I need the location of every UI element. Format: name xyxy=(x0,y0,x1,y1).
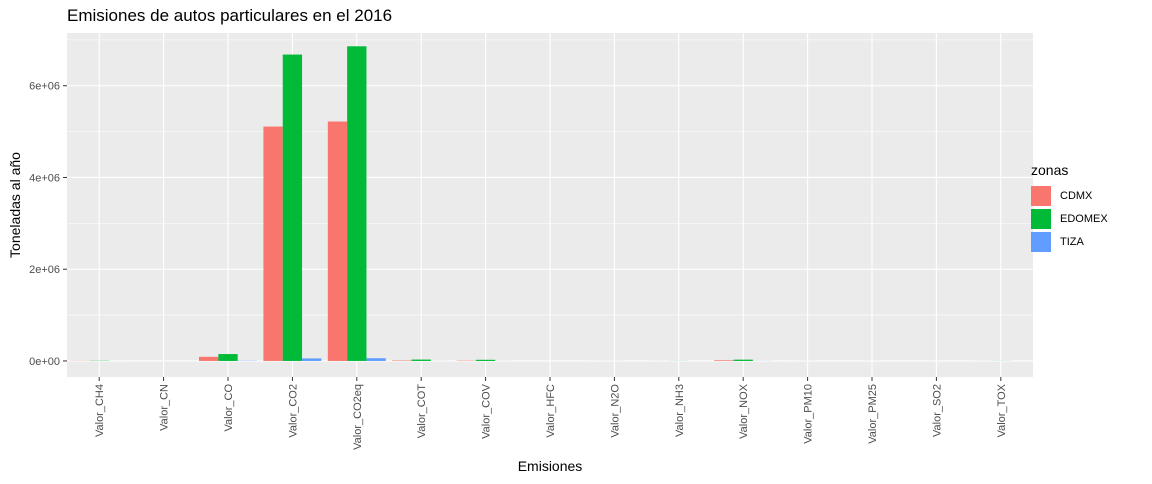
x-tick-label: Valor_NH3 xyxy=(674,384,686,437)
bar-edomex-valor-cov xyxy=(475,359,496,361)
legend-label-tiza: TIZA xyxy=(1060,235,1084,248)
x-tick-label: Valor_COT xyxy=(416,384,428,438)
bar-tiza-valor-co2eq xyxy=(366,358,386,361)
x-tick-label: Valor_CO2eq xyxy=(352,384,364,450)
x-tick-label: Valor_NOX xyxy=(738,383,750,438)
x-axis-label: Emisiones xyxy=(517,458,583,474)
chart-title: Emisiones de autos particulares en el 20… xyxy=(67,6,393,25)
bar-tiza-valor-co2 xyxy=(302,358,322,361)
bar-cdmx-valor-co2eq xyxy=(327,121,348,361)
legend-item-edomex: EDOMEX xyxy=(1031,207,1108,230)
legend-key-edomex xyxy=(1031,208,1051,229)
x-tick-label: Valor_HFC xyxy=(545,384,557,438)
x-tick-label: Valor_TOX xyxy=(996,383,1008,437)
x-tick-label: Valor_COV xyxy=(481,383,493,438)
legend-item-cdmx: CDMX xyxy=(1031,184,1108,207)
bar-edomex-valor-cot xyxy=(411,359,431,361)
y-axis-label: Toneladas al año xyxy=(7,152,23,258)
x-tick-label: Valor_CO2 xyxy=(287,384,299,438)
y-tick-label: 2e+06 xyxy=(29,264,60,276)
bar-edomex-valor-co2eq xyxy=(347,46,367,361)
legend-key-tiza xyxy=(1031,231,1051,252)
x-tick-label: Valor_N2O xyxy=(609,384,621,438)
bar-cdmx-valor-co2 xyxy=(263,126,283,361)
legend-title: zonas xyxy=(1031,162,1069,178)
x-tick-label: Valor_PM10 xyxy=(803,384,815,444)
y-tick-label: 6e+06 xyxy=(29,81,60,93)
bar-edomex-valor-nox xyxy=(733,359,753,361)
legend-label-cdmx: CDMX xyxy=(1060,189,1093,202)
x-tick-label: Valor_CO xyxy=(223,384,235,432)
bar-edomex-valor-co xyxy=(218,354,238,361)
x-tick-label: Valor_PM25 xyxy=(867,384,879,444)
x-tick-label: Valor_CH4 xyxy=(94,384,106,437)
y-tick-label: 0e+00 xyxy=(29,356,60,368)
legend: zonas CDMX EDOMEX TIZA xyxy=(1031,162,1108,253)
x-tick-label: Valor_CN xyxy=(159,384,171,431)
legend-key-cdmx xyxy=(1031,185,1051,206)
x-tick-label: Valor_SO2 xyxy=(931,384,943,437)
legend-label-edomex: EDOMEX xyxy=(1060,212,1108,225)
bar-cdmx-valor-nox xyxy=(714,360,734,361)
legend-item-tiza: TIZA xyxy=(1031,230,1108,253)
bar-cdmx-valor-co xyxy=(199,356,219,361)
bar-edomex-valor-co2 xyxy=(282,54,303,361)
y-tick-label: 4e+06 xyxy=(29,172,60,184)
